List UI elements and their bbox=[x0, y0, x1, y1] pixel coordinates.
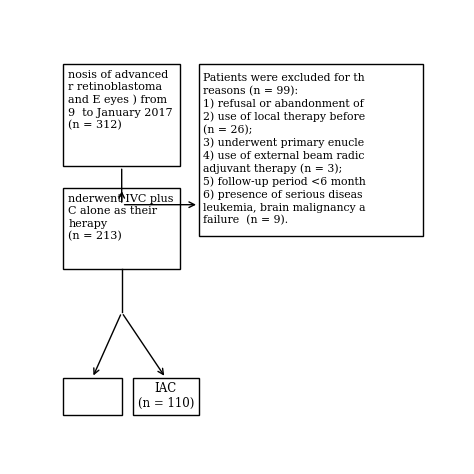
FancyBboxPatch shape bbox=[63, 64, 181, 166]
FancyBboxPatch shape bbox=[199, 64, 423, 236]
FancyBboxPatch shape bbox=[63, 188, 181, 269]
Text: Patients were excluded for th
reasons (n = 99):
1) refusal or abandonment of
2) : Patients were excluded for th reasons (n… bbox=[203, 73, 366, 226]
Text: nosis of advanced
r retinoblastoma
and E eyes ) from
9  to January 2017
(n = 312: nosis of advanced r retinoblastoma and E… bbox=[68, 70, 173, 130]
FancyBboxPatch shape bbox=[63, 378, 122, 415]
Text: IAC
(n = 110): IAC (n = 110) bbox=[137, 383, 194, 410]
Text: nderwent IVC plus
C alone as their
herapy
(n = 213): nderwent IVC plus C alone as their herap… bbox=[68, 194, 174, 241]
FancyBboxPatch shape bbox=[133, 378, 199, 415]
